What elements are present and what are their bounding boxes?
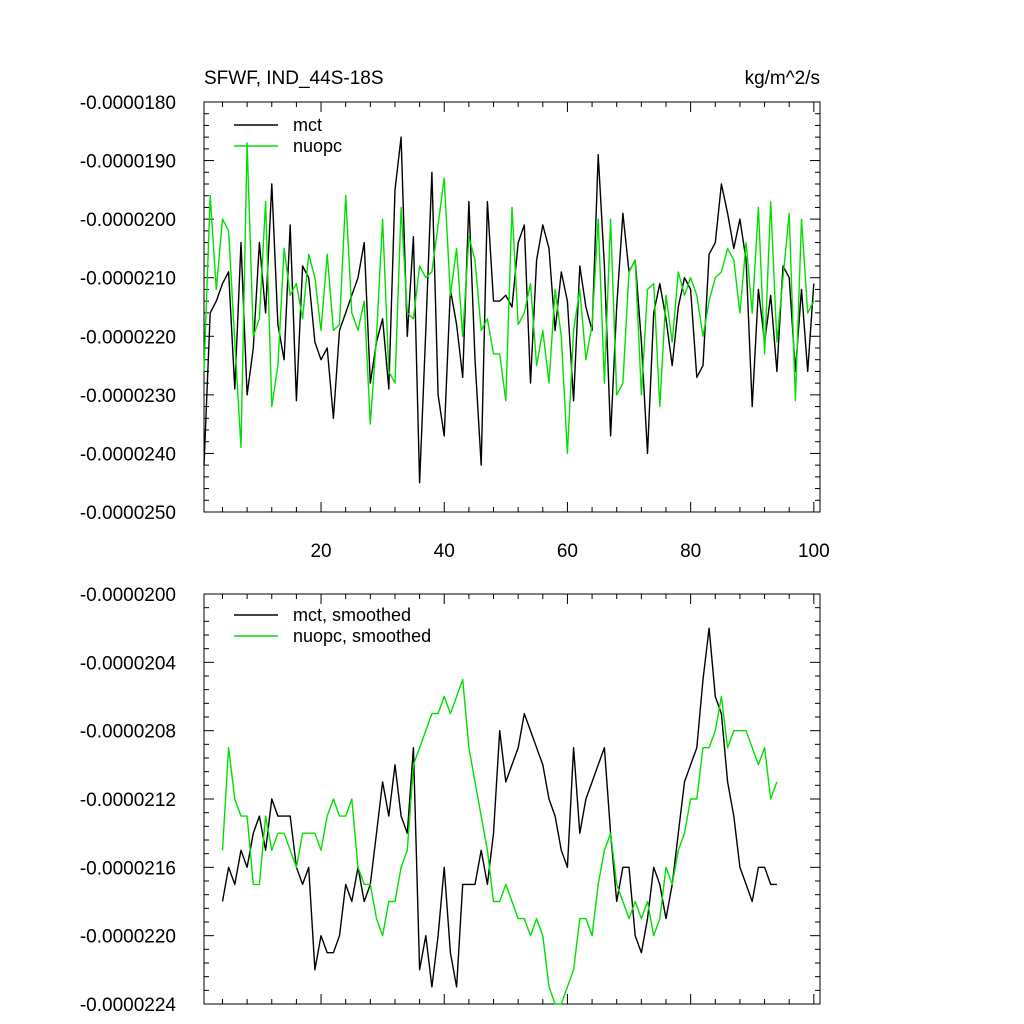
y-tick-label: -0.0000200 [80, 210, 176, 231]
y-tick-label: -0.0000224 [80, 995, 177, 1016]
tick-group-bottom [204, 593, 820, 1005]
y-tick-label: -0.0000180 [80, 93, 176, 114]
y-tick-label: -0.0000220 [80, 927, 176, 948]
y-tick-label: -0.0000220 [80, 327, 176, 348]
x-tick-label: 80 [680, 541, 701, 562]
series-line-nuopc [203, 142, 815, 455]
x-axis-labels-top: 20 40 60 80 100 [310, 541, 829, 562]
series-line-mct-smoothed [221, 627, 777, 988]
series-lines-top [203, 136, 815, 484]
legend-label: mct, smoothed [293, 605, 411, 625]
y-tick-label: -0.0000212 [80, 790, 176, 811]
y-tick-label: -0.0000216 [80, 858, 176, 879]
y-axis-labels-top: -0.0000180 -0.0000190 -0.0000200 -0.0000210… [80, 93, 176, 524]
plot-frame-bottom [203, 593, 821, 1005]
y-axis-labels-bottom: -0.0000200 -0.0000204 -0.0000208 -0.0000212… [80, 585, 177, 1016]
bottom-panel: -0.0000200 -0.0000204 -0.0000208 -0.0000212… [80, 585, 821, 1016]
y-tick-label: -0.0000240 [80, 444, 176, 465]
x-tick-label: 40 [434, 541, 455, 562]
series-lines-bottom [221, 627, 778, 1005]
units-label: kg/m^2/s [745, 68, 820, 89]
y-tick-label: -0.0000210 [80, 269, 176, 290]
top-panel: SFWF, IND_44S-18S kg/m^2/s -0.0000180-0.… [80, 68, 830, 562]
plot-frame-top [203, 101, 821, 513]
x-tick-label: 100 [798, 541, 830, 562]
y-tick-label: -0.0000190 [80, 152, 176, 173]
y-tick-label: -0.0000200 [80, 585, 176, 606]
chart-title: SFWF, IND_44S-18S [204, 68, 384, 89]
legend-label: mct [293, 115, 322, 135]
y-tick-label: -0.0000208 [80, 722, 176, 743]
y-tick-label: -0.0000204 [80, 653, 177, 674]
y-tick-label: -0.0000250 [80, 503, 176, 524]
tick-group-top [204, 101, 820, 513]
series-line-nuopc-smoothed [221, 678, 778, 1005]
y-tick-label: -0.0000230 [80, 386, 176, 407]
x-tick-label: 60 [557, 541, 578, 562]
legend-label: nuopc, smoothed [293, 626, 431, 646]
x-tick-label: 20 [310, 541, 331, 562]
legend-label: nuopc [293, 136, 342, 156]
